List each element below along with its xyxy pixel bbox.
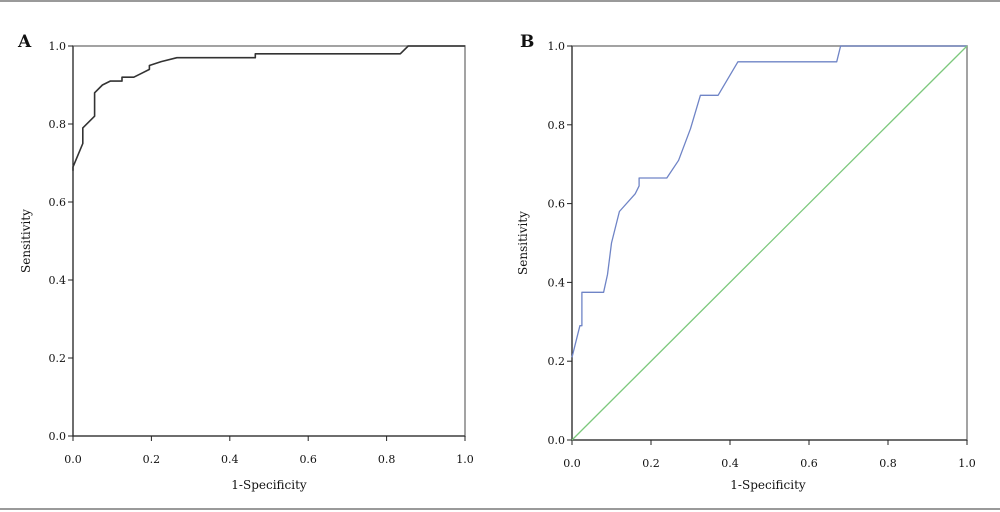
panel-a-y-tick-label: 0.8 (49, 118, 67, 131)
panel-a-x-tick-label: 1.0 (456, 453, 474, 466)
panel-a-label: A (17, 32, 32, 52)
panel-a-series (72, 45, 465, 171)
panel-a-ylabel: Sensitivity (19, 209, 33, 273)
panel-b-series-line-2 (571, 45, 968, 441)
panel-b-x-tick-label: 0.4 (721, 457, 739, 470)
panel-a-y-tick-label: 0.0 (49, 430, 67, 443)
panel-b-series-line-1 (571, 45, 967, 358)
panel-a-x-tick-label: 0.8 (378, 453, 396, 466)
panel-a: A 0.0 0.2 0.4 0.6 0.8 1.0 0.0 0.2 0.4 0.6 0.8 1.0 1… (17, 32, 474, 492)
panel-a-x-tick-label: 0.4 (221, 453, 239, 466)
panel-b: B 0.0 0.2 0.4 0.6 0.8 1.0 0.0 0.2 0.4 0.6 0.8 1.0 1… (516, 32, 976, 492)
panel-b-ylabel: Sensitivity (516, 211, 530, 275)
panel-b-x-tick-label: 0.6 (800, 457, 818, 470)
panel-a-x-tick-label: 0.6 (299, 453, 317, 466)
panel-b-x-tick-label: 0.2 (642, 457, 660, 470)
panel-b-label: B (520, 32, 534, 52)
panel-b-y-tick-label: 1.0 (548, 40, 566, 53)
panel-b-series (571, 45, 968, 441)
panel-a-y-tick-label: 0.6 (49, 196, 67, 209)
panel-a-series-line-1 (72, 45, 465, 171)
panel-b-y-tick-label: 0.4 (548, 276, 566, 289)
panel-b-y-tick-label: 0.6 (548, 198, 566, 211)
panel-a-axes: 0.0 0.2 0.4 0.6 0.8 1.0 0.0 0.2 0.4 0.6 0.8 1.0 (49, 40, 474, 466)
panel-b-y-tick-label: 0.8 (548, 119, 566, 132)
panel-a-plot-frame (72, 45, 466, 437)
panel-b-axes: 0.0 0.2 0.4 0.6 0.8 1.0 0.0 0.2 0.4 0.6 0.8 1.0 (548, 40, 976, 470)
panel-b-y-tick-label: 0.2 (548, 355, 566, 368)
panel-b-x-tick-label: 0.8 (879, 457, 897, 470)
panel-a-xlabel: 1-Specificity (231, 478, 307, 492)
panel-b-xlabel: 1-Specificity (730, 478, 806, 492)
panel-b-x-tick-label: 0.0 (563, 457, 581, 470)
panel-a-y-tick-label: 1.0 (49, 40, 67, 53)
panel-a-y-tick-label: 0.4 (49, 274, 67, 287)
panel-b-y-tick-label: 0.0 (548, 434, 566, 447)
panel-b-x-tick-label: 1.0 (958, 457, 976, 470)
panel-a-x-tick-label: 0.0 (64, 453, 82, 466)
panel-a-y-tick-label: 0.2 (49, 352, 67, 365)
panel-a-x-tick-label: 0.2 (143, 453, 161, 466)
